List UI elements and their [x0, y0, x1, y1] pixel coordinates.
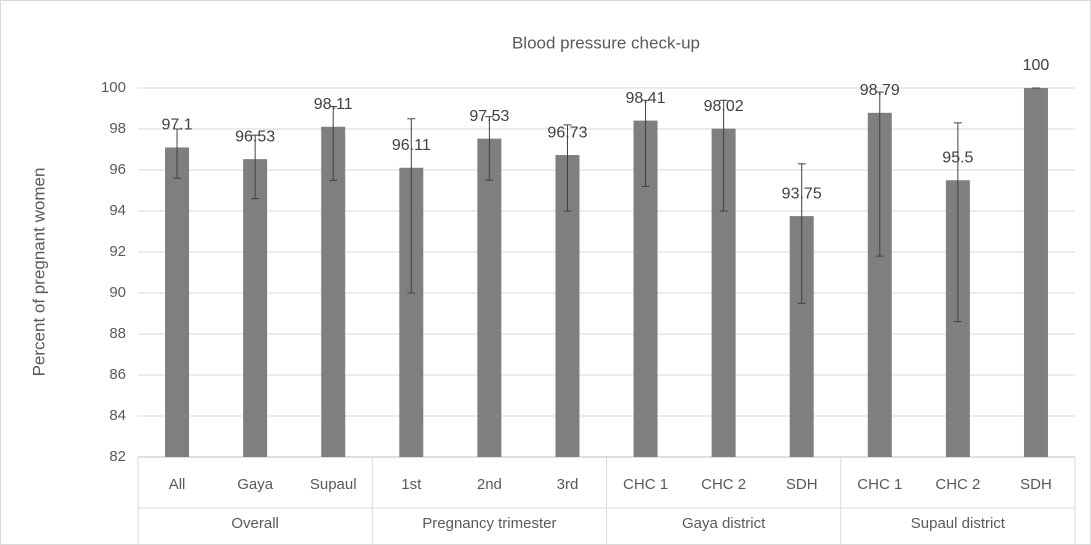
x-tick-label: Supaul — [310, 476, 357, 493]
chart-title: Blood pressure check-up — [512, 33, 700, 52]
y-tick-label: 90 — [109, 284, 126, 301]
y-tick-label: 96 — [109, 161, 126, 178]
x-tick-label: Gaya — [237, 476, 274, 493]
bar — [477, 138, 502, 457]
data-label: 98.11 — [314, 96, 353, 113]
y-tick-label: 98 — [109, 120, 126, 137]
x-tick-label: CHC 1 — [857, 476, 902, 493]
y-tick-label: 94 — [109, 202, 126, 219]
x-tick-label: 2nd — [477, 476, 502, 493]
y-tick-label: 86 — [109, 366, 126, 383]
bar — [165, 147, 190, 457]
x-tick-label: All — [169, 476, 186, 493]
bar — [1023, 88, 1048, 457]
y-axis-label: Percent of pregnant women — [29, 168, 48, 377]
x-tick-label: 3rd — [557, 476, 579, 493]
group-label: Supaul district — [911, 515, 1006, 532]
group-label: Pregnancy trimester — [422, 515, 556, 532]
data-label: 97.53 — [469, 108, 509, 125]
data-label: 96.73 — [547, 124, 587, 141]
y-tick-label: 88 — [109, 325, 126, 342]
data-label: 96.11 — [392, 137, 431, 154]
data-label: 98.79 — [860, 82, 900, 99]
data-label: 98.41 — [626, 90, 666, 107]
y-tick-label: 92 — [109, 243, 126, 260]
x-tick-label: 1st — [401, 476, 422, 493]
y-tick-label: 82 — [109, 448, 126, 465]
group-label: Overall — [231, 515, 279, 532]
group-label: Gaya district — [682, 515, 766, 532]
x-tick-label: CHC 1 — [623, 476, 668, 493]
data-label: 95.5 — [942, 149, 973, 166]
data-label: 96.53 — [235, 128, 275, 145]
x-tick-label: CHC 2 — [935, 476, 980, 493]
x-tick-label: SDH — [786, 476, 818, 493]
bar — [243, 159, 268, 457]
data-label: 93.75 — [782, 185, 822, 202]
x-tick-label: CHC 2 — [701, 476, 746, 493]
data-label: 98.02 — [704, 98, 744, 115]
data-label: 97.1 — [161, 117, 192, 134]
x-tick-label: SDH — [1020, 476, 1052, 493]
y-tick-label: 84 — [109, 407, 126, 424]
bar — [321, 126, 346, 458]
data-label: 100 — [1023, 57, 1050, 74]
y-tick-label: 100 — [101, 79, 126, 96]
